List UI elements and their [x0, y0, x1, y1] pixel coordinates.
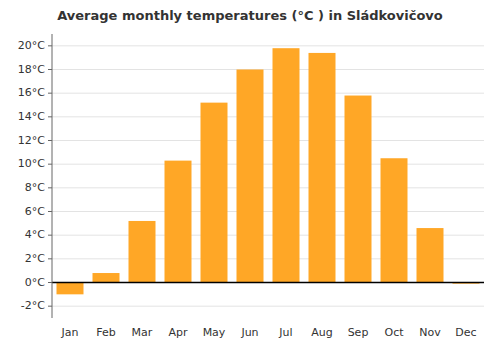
- title: Average monthly temperatures (°C ) in Sl…: [57, 8, 443, 23]
- tick-label: 4°C: [25, 228, 45, 241]
- tick-label: May: [203, 326, 226, 339]
- tick-mark: [48, 306, 52, 307]
- grid-line: [52, 45, 484, 46]
- chart: -2°C 0°C 2°C 4°C 6°C 8°C 10°C 12°C 14°C 16°C 18°C 2…: [0, 0, 500, 350]
- grid: [52, 46, 484, 306]
- tick-label: 2°C: [25, 252, 45, 265]
- bar: [417, 228, 444, 282]
- grid-line: [52, 211, 484, 212]
- tick-label: Dec: [455, 326, 476, 339]
- x-ticks: Jan Feb Mar Apr May Jun Jul Aug Sep Oct Nov Dec: [61, 326, 477, 339]
- bar: [381, 158, 408, 282]
- bar: [165, 161, 192, 283]
- tick-mark: [48, 211, 52, 212]
- tick-label: Nov: [419, 326, 441, 339]
- tick-label: 16°C: [18, 86, 45, 99]
- tick-label: 6°C: [25, 205, 45, 218]
- tick-label: 18°C: [18, 63, 45, 76]
- bar: [129, 221, 156, 283]
- tick-label: Sep: [348, 326, 369, 339]
- grid-line: [52, 187, 484, 188]
- grid-line: [52, 164, 484, 165]
- tick-label: 12°C: [18, 134, 45, 147]
- tick-mark: [48, 164, 52, 165]
- grid-line: [52, 140, 484, 141]
- tick-label: Jun: [240, 326, 258, 339]
- bar: [273, 48, 300, 282]
- tick-label: Mar: [132, 326, 153, 339]
- tick-label: Feb: [96, 326, 115, 339]
- tick-label: 0°C: [25, 276, 45, 289]
- zero-line: [52, 282, 484, 284]
- y-ticks: -2°C 0°C 2°C 4°C 6°C 8°C 10°C 12°C 14°C 16°C 18°C 2…: [18, 39, 52, 312]
- bar: [57, 283, 84, 295]
- grid-line: [52, 282, 484, 283]
- bar: [345, 96, 372, 283]
- tick-label: 14°C: [18, 110, 45, 123]
- tick-mark: [48, 187, 52, 188]
- tick-label: Aug: [311, 326, 332, 339]
- bars: [57, 48, 480, 294]
- tick-label: 20°C: [18, 39, 45, 52]
- bar: [309, 53, 336, 283]
- tick-mark: [48, 69, 52, 70]
- tick-mark: [48, 235, 52, 236]
- tick-mark: [48, 116, 52, 117]
- tick-label: -2°C: [21, 299, 45, 312]
- bar: [237, 70, 264, 283]
- tick-label: Oct: [384, 326, 404, 339]
- y-axis-line: [52, 34, 53, 318]
- tick-label: 8°C: [25, 181, 45, 194]
- tick-label: Apr: [168, 326, 188, 339]
- grid-line: [52, 306, 484, 307]
- grid-line: [52, 93, 484, 94]
- tick-mark: [48, 140, 52, 141]
- grid-line: [52, 116, 484, 117]
- tick-label: Jul: [278, 326, 292, 339]
- tick-label: Jan: [61, 326, 79, 339]
- tick-mark: [48, 45, 52, 46]
- tick-mark: [48, 282, 52, 283]
- tick-mark: [48, 93, 52, 94]
- tick-label: 10°C: [18, 157, 45, 170]
- bar: [201, 103, 228, 283]
- bar: [93, 273, 120, 282]
- grid-line: [52, 69, 484, 70]
- tick-mark: [48, 258, 52, 259]
